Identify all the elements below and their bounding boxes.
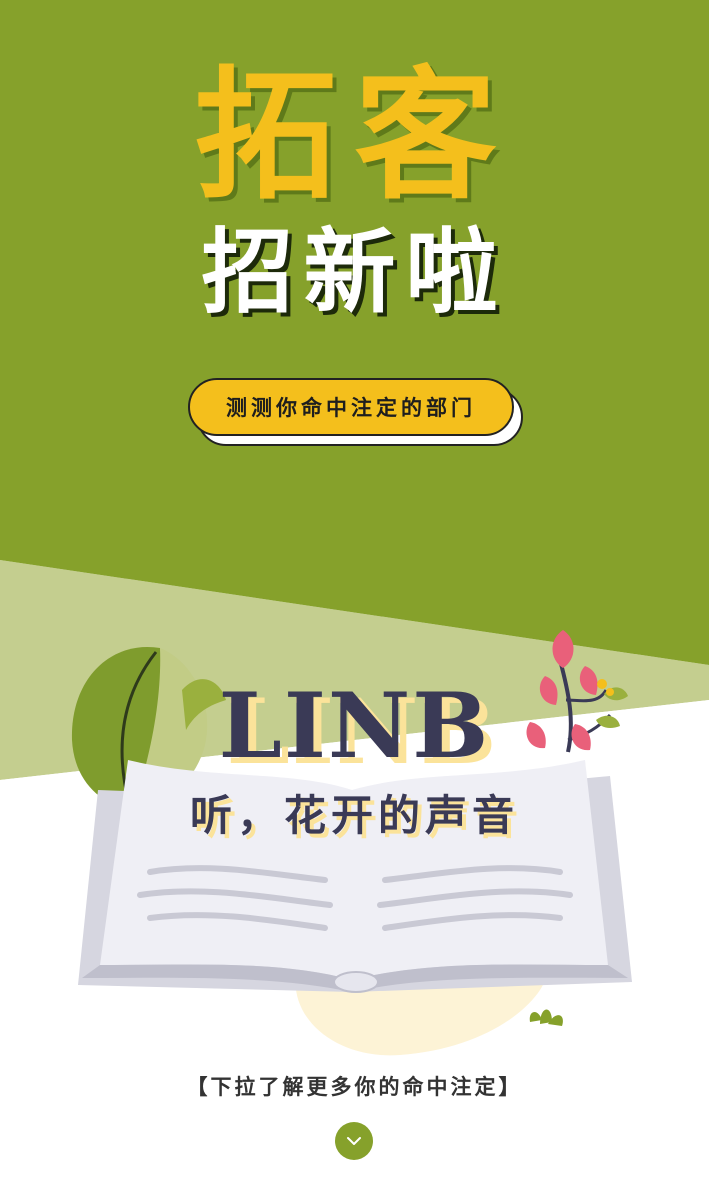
chevron-down-icon <box>347 1137 361 1145</box>
hero-subtitle: 招新啦 <box>201 219 508 326</box>
grass-illustration <box>529 1009 563 1026</box>
hero-title: 拓客 <box>194 54 515 219</box>
flower-branch-illustration <box>526 630 628 753</box>
test-button-label: 测测你命中注定的部门 <box>226 396 476 420</box>
scroll-down-button[interactable] <box>335 1122 373 1160</box>
test-department-button[interactable]: 测测你命中注定的部门 <box>188 378 514 436</box>
brand-name: LINB <box>218 673 491 779</box>
brand-slogan: 听，花开的声音 <box>189 791 519 840</box>
open-book-illustration <box>78 760 632 993</box>
scroll-hint-text: 【下拉了解更多你的命中注定】 <box>186 1075 523 1099</box>
green-header-block <box>0 0 709 665</box>
